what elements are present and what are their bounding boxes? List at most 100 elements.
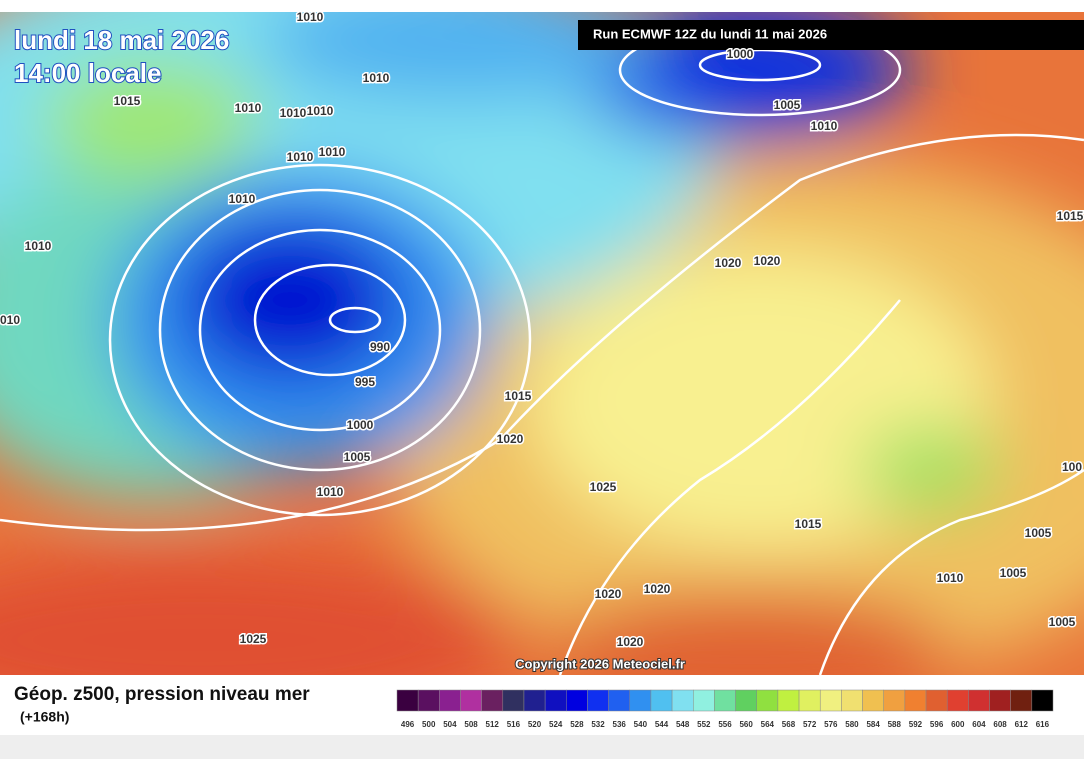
scale-label: 532 <box>591 720 605 729</box>
scale-swatch <box>523 689 546 712</box>
scale-swatch <box>608 689 631 712</box>
scale-swatch <box>925 689 948 712</box>
isobar-label: 1005 <box>1025 526 1052 540</box>
scale-label: 512 <box>486 720 500 729</box>
scale-label: 556 <box>718 720 732 729</box>
scale-swatch <box>798 689 821 712</box>
isobar-label: 995 <box>355 375 375 389</box>
isobar-label: 1010 <box>235 101 262 115</box>
isobar-label: 1010 <box>297 10 324 24</box>
footer-title: Géop. z500, pression niveau mer <box>14 684 310 705</box>
scale-label: 596 <box>930 720 944 729</box>
scale-label: 548 <box>676 720 690 729</box>
copyright: Copyright 2026 Meteociel.fr <box>515 656 685 671</box>
scale-label: 528 <box>570 720 584 729</box>
scale-label: 500 <box>422 720 436 729</box>
scale-label: 588 <box>888 720 902 729</box>
scale-swatch <box>417 689 440 712</box>
scale-swatch <box>693 689 715 712</box>
scale-swatch <box>566 689 588 712</box>
scale-swatch <box>841 689 863 712</box>
isobar-label: 1025 <box>240 632 267 646</box>
scale-swatch <box>862 689 884 712</box>
scale-label: 552 <box>697 720 711 729</box>
isobar-label: 1015 <box>1057 209 1084 223</box>
scale-label: 524 <box>549 720 563 729</box>
scale-swatch <box>819 689 842 712</box>
scale-label: 536 <box>613 720 627 729</box>
isobar-label: 1020 <box>754 254 781 268</box>
isobar-label: 1020 <box>715 256 742 270</box>
scale-swatch <box>1010 689 1033 712</box>
scale-label: 508 <box>464 720 478 729</box>
scale-swatch <box>756 689 779 712</box>
scale-swatch <box>587 689 609 712</box>
isobar-label: 1010 <box>317 485 344 499</box>
color-scale: 496 500 504 508 512 516 520 524 528 532 536 540 544 5… <box>396 689 1054 729</box>
scale-label: 540 <box>634 720 648 729</box>
scale-label: 592 <box>909 720 923 729</box>
isobar-label: 1010 <box>229 192 256 206</box>
scale-swatch <box>544 689 567 712</box>
isobar-label: 1015 <box>114 94 141 108</box>
isobar-label: 990 <box>370 340 390 354</box>
time-label: 14:00 locale <box>14 58 161 88</box>
isobar-label: 1020 <box>497 432 524 446</box>
scale-label: 568 <box>782 720 796 729</box>
run-label: Run ECMWF 12Z du lundi 11 mai 2026 <box>593 26 827 41</box>
isobar-label: 1005 <box>1049 615 1076 629</box>
scale-label: 572 <box>803 720 817 729</box>
isobar-label: 1010 <box>280 106 307 120</box>
scale-swatch <box>671 689 694 712</box>
isobar-label: 1000 <box>347 418 374 432</box>
scale-swatch <box>946 689 969 712</box>
isobar-label: 1020 <box>617 635 644 649</box>
date-label: lundi 18 mai 2026 <box>14 25 229 55</box>
scale-label: 564 <box>761 720 775 729</box>
scale-swatch <box>502 689 525 712</box>
scale-label: 612 <box>1015 720 1029 729</box>
isobar-label: 1005 <box>774 98 801 112</box>
scale-label: 576 <box>824 720 838 729</box>
scale-swatch <box>904 689 927 712</box>
isobar-label: 1005 <box>1000 566 1027 580</box>
scale-swatch <box>1031 689 1054 712</box>
isobar-label: 1010 <box>307 104 334 118</box>
isobar-label: 1010 <box>319 145 346 159</box>
scale-swatch <box>989 689 1011 712</box>
scale-label: 560 <box>739 720 753 729</box>
run-banner <box>578 20 1084 50</box>
scale-label: 520 <box>528 720 542 729</box>
isobar-label: 1015 <box>795 517 822 531</box>
isobar-label: 100 <box>1062 460 1082 474</box>
scale-swatch <box>396 689 419 712</box>
isobar-label: 1010 <box>287 150 314 164</box>
scale-swatch <box>968 689 990 712</box>
scale-label: 580 <box>845 720 859 729</box>
isobar-label: 1005 <box>344 450 371 464</box>
scale-label: 604 <box>972 720 986 729</box>
isobar-label: 010 <box>0 313 20 327</box>
scale-label: 544 <box>655 720 669 729</box>
scale-label: 504 <box>443 720 457 729</box>
isobar-label: 1010 <box>363 71 390 85</box>
isobar-label: 1000 <box>727 47 754 61</box>
scale-label: 608 <box>993 720 1007 729</box>
scale-swatch <box>777 689 800 712</box>
scale-swatch <box>481 689 504 712</box>
scale-swatch <box>629 689 652 712</box>
scale-label: 600 <box>951 720 965 729</box>
scale-label: 496 <box>401 720 415 729</box>
scale-swatch <box>650 689 673 712</box>
scale-swatch <box>460 689 482 712</box>
isobar-label: 1010 <box>937 571 964 585</box>
isobar-label: 1020 <box>644 582 671 596</box>
scale-swatch <box>883 689 906 712</box>
footer-lead: (+168h) <box>20 709 69 725</box>
scale-swatch <box>439 689 461 712</box>
isobar-label: 1020 <box>595 587 622 601</box>
isobar-label: 1025 <box>590 480 617 494</box>
